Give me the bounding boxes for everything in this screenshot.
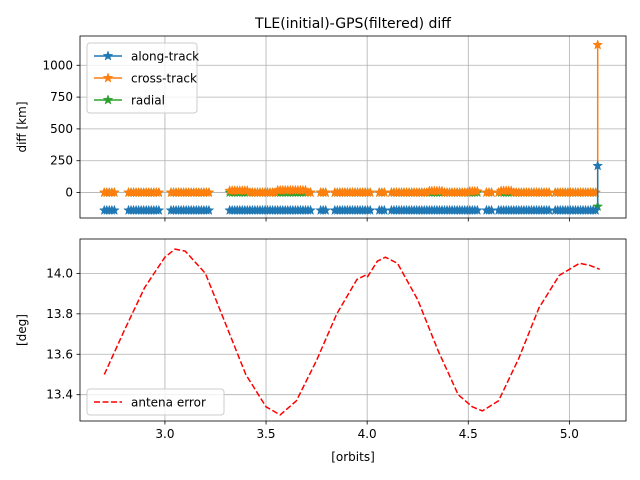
y-axis-label: diff [km] xyxy=(15,101,29,152)
legend-marker xyxy=(102,72,114,83)
y-tick-label: 13.8 xyxy=(46,307,73,321)
x-axis-label: [orbits] xyxy=(331,450,375,464)
data-point xyxy=(471,204,483,215)
data-point xyxy=(320,186,332,198)
data-point xyxy=(305,186,316,198)
series-cross-track xyxy=(98,39,604,198)
series-line-antena error xyxy=(103,248,600,416)
data-point xyxy=(108,204,120,215)
legend: antena error xyxy=(86,388,225,416)
data-point xyxy=(203,204,215,215)
x-tick-label: 5.0 xyxy=(560,427,579,441)
y-tick-label: 250 xyxy=(50,154,73,168)
legend-frame xyxy=(86,42,198,114)
data-point xyxy=(590,186,602,198)
y-tick-label: 13.6 xyxy=(46,347,73,361)
x-tick-label: 3.5 xyxy=(256,427,275,441)
data-point xyxy=(592,39,604,50)
y-tick-label: 14.0 xyxy=(46,266,73,280)
y-tick-label: 750 xyxy=(50,90,73,104)
data-point xyxy=(436,185,448,196)
legend-label: along-track xyxy=(131,50,199,64)
legend-label: radial xyxy=(131,94,165,108)
data-point xyxy=(364,186,376,198)
data-point xyxy=(590,204,602,215)
chart-panel-2: 3.0 3.5 4.0 4.5 5.0 13.4 13.6 13.8 14.0 [deg] [orb… xyxy=(15,238,627,464)
data-point xyxy=(592,160,604,171)
series-along-track xyxy=(98,160,604,215)
chart-panel-1: 0 250 500 750 1000 TLE(initial)-GPS(filtered)… xyxy=(15,16,627,222)
legend-label: antena error xyxy=(131,396,206,410)
plot-area xyxy=(98,39,604,215)
x-tick-label: 4.5 xyxy=(459,427,478,441)
y-tick-label: 0 xyxy=(65,186,73,200)
plot-area xyxy=(103,248,600,416)
data-point xyxy=(305,204,316,215)
data-point xyxy=(153,186,165,198)
legend-marker xyxy=(102,50,114,61)
legend-frame xyxy=(86,388,225,416)
axes-frame xyxy=(79,35,627,219)
data-point xyxy=(153,204,165,215)
legend: along-track cross-track radial xyxy=(86,42,199,114)
y-axis-label: [deg] xyxy=(15,314,29,346)
data-point xyxy=(203,186,215,198)
x-tick-label: 4.0 xyxy=(358,427,377,441)
axes-frame xyxy=(79,238,627,422)
y-tick-label: 500 xyxy=(50,122,73,136)
data-point xyxy=(320,204,332,215)
data-point xyxy=(364,204,376,215)
data-point xyxy=(108,186,120,198)
data-point xyxy=(471,185,483,196)
chart-title: TLE(initial)-GPS(filtered) diff xyxy=(254,16,451,32)
y-tick-label: 1000 xyxy=(42,58,73,72)
legend-label: cross-track xyxy=(131,72,197,86)
x-tick-label: 3.0 xyxy=(155,427,174,441)
legend-marker xyxy=(102,94,114,105)
y-tick-label: 13.4 xyxy=(46,388,73,402)
